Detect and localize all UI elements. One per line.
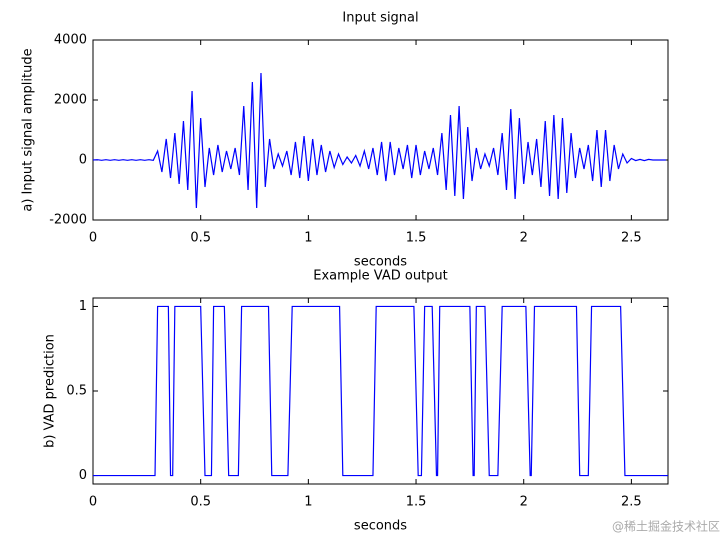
y-tick-label: 0 (79, 468, 87, 483)
x-tick-label: 0.5 (190, 231, 211, 246)
y-tick-label: 1 (79, 299, 87, 314)
x-tick-label: 2.5 (621, 231, 642, 246)
y-tick-label: 0 (79, 153, 87, 168)
y-tick-label: 4000 (54, 33, 87, 48)
y-tick-label: 2000 (54, 93, 87, 108)
x-tick-label: 2 (520, 495, 528, 510)
watermark: @稀土掘金技术社区 (612, 519, 720, 534)
chart-title: Input signal (342, 11, 418, 26)
y-axis-label: b) VAD prediction (43, 334, 58, 448)
x-axis-label: seconds (354, 519, 407, 534)
chart-title: Example VAD output (313, 269, 448, 284)
signal-line (93, 305, 668, 477)
x-tick-label: 0 (89, 495, 97, 510)
signal-line (92, 72, 666, 209)
x-tick-label: 1.5 (406, 495, 427, 510)
x-tick-label: 1 (304, 495, 312, 510)
x-tick-label: 1 (304, 231, 312, 246)
x-axis-label: seconds (354, 255, 407, 270)
x-tick-label: 0.5 (190, 495, 211, 510)
y-tick-label: 0.5 (66, 384, 87, 399)
plot-frame (92, 39, 669, 221)
y-tick-label: -2000 (49, 213, 87, 228)
y-axis-label: a) Input signal amplitude (21, 48, 36, 211)
x-tick-label: 2 (520, 231, 528, 246)
x-tick-label: 2.5 (621, 495, 642, 510)
x-tick-label: 0 (89, 231, 97, 246)
x-tick-label: 1.5 (406, 231, 427, 246)
